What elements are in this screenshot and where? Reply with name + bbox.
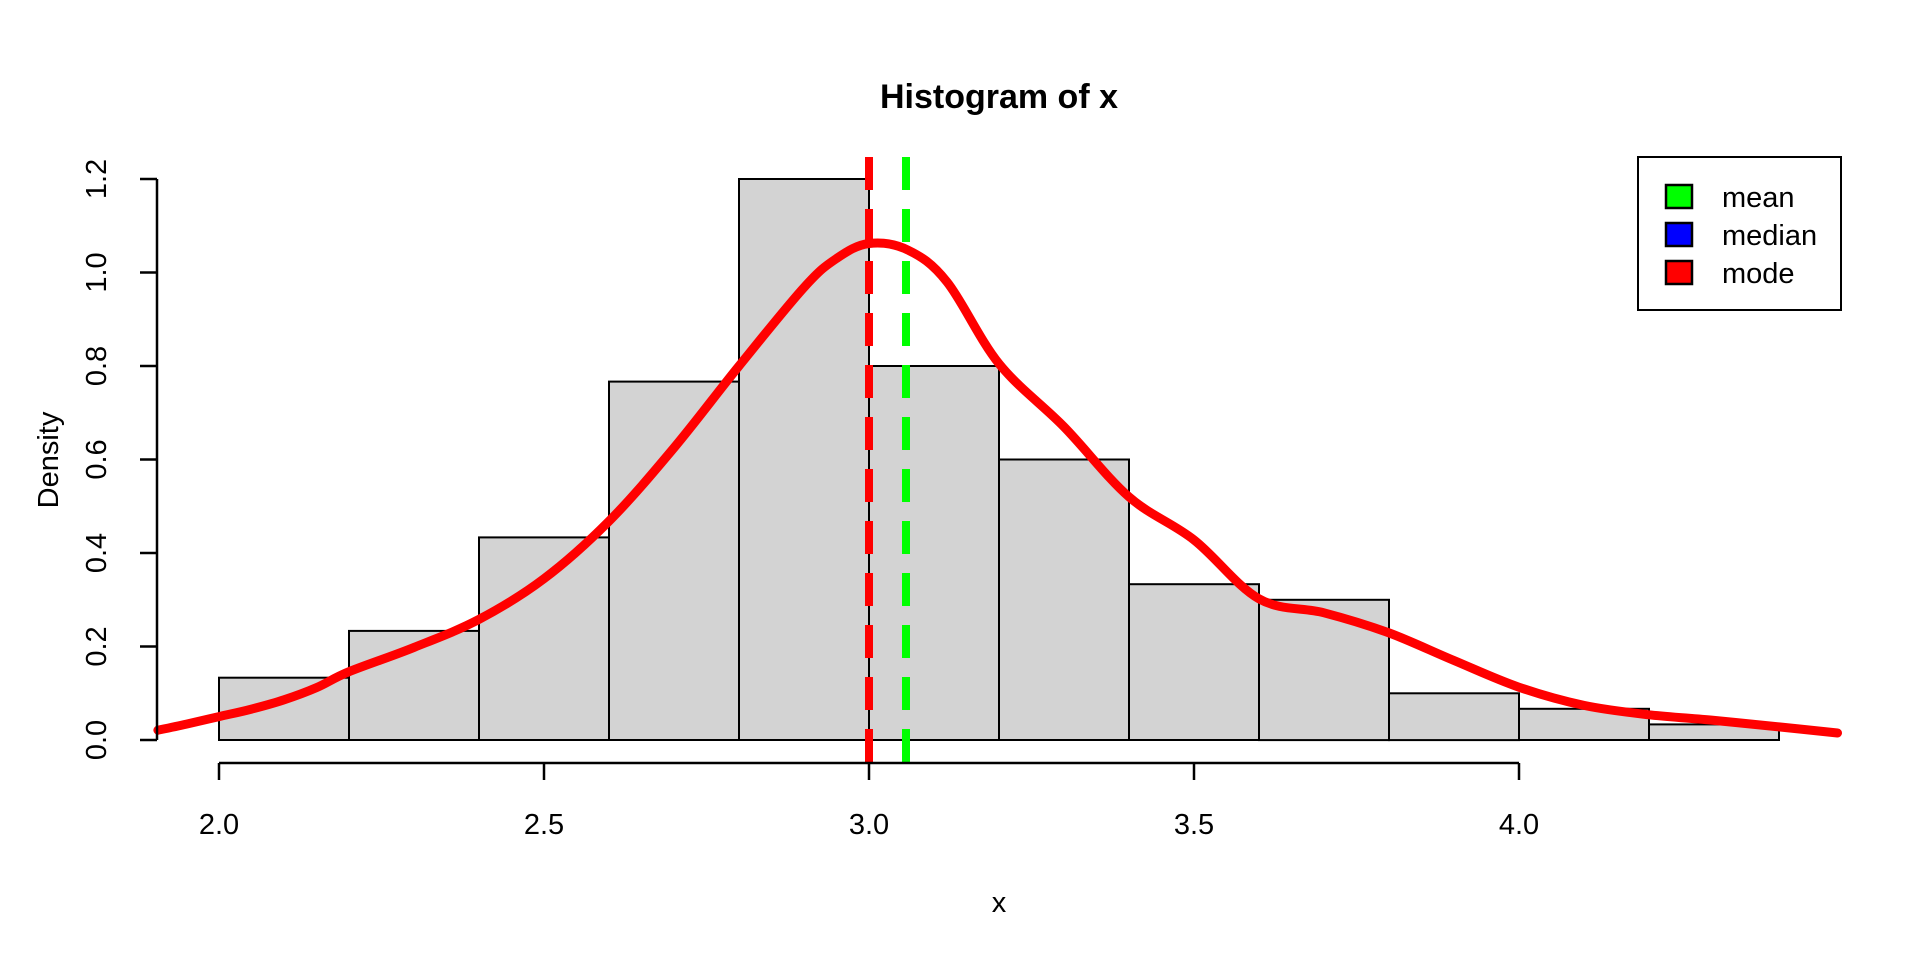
- y-axis-layer: 0.0 0.2 0.4 0.6 0.8 1.0 1.2: [81, 159, 159, 760]
- x-axis-tick-label: 4.0: [1499, 809, 1539, 841]
- x-axis-tick-label: 3.0: [849, 809, 889, 841]
- histogram-bar: [478, 536, 610, 742]
- y-axis-tick-label: 1.0: [81, 252, 113, 292]
- density-curve: [153, 238, 1842, 738]
- histogram-bar: [1128, 583, 1260, 742]
- y-axis-tick-label: 0.2: [81, 626, 113, 666]
- histogram-bar: [868, 365, 1000, 741]
- y-axis-title: Density: [33, 411, 65, 508]
- y-axis-tick-label: 1.2: [81, 159, 113, 199]
- legend-label-mode: mode: [1722, 258, 1795, 290]
- y-axis-tick-label: 0.8: [81, 346, 113, 386]
- x-axis-tick-label: 2.5: [524, 809, 564, 841]
- histogram-bar: [1388, 692, 1520, 742]
- legend-layer: mean median mode: [1637, 156, 1842, 311]
- histogram-bar: [608, 380, 740, 741]
- y-axis-tick-label: 0.0: [81, 720, 113, 760]
- legend-swatch-mode: [1664, 259, 1694, 286]
- histogram-bar: [1258, 598, 1390, 742]
- histogram-bar: [998, 458, 1130, 741]
- legend-label-median: median: [1722, 220, 1817, 252]
- legend-label-mean: mean: [1722, 182, 1795, 214]
- chart-title: Histogram of x: [880, 78, 1118, 116]
- legend-swatch-median: [1664, 221, 1694, 248]
- x-axis-tick-label: 2.0: [199, 809, 239, 841]
- histogram-bar: [738, 178, 870, 741]
- x-axis-tick-label: 3.5: [1174, 809, 1214, 841]
- x-axis-layer: 2.0 2.5 3.0 3.5 4.0: [199, 761, 1539, 841]
- y-axis-tick-label: 0.6: [81, 439, 113, 479]
- y-axis-tick-label: 0.4: [81, 533, 113, 573]
- legend-swatch-mean: [1664, 183, 1694, 210]
- histogram-bars-layer: [218, 178, 1780, 742]
- density-curve-layer: [153, 238, 1842, 738]
- x-axis-title: x: [992, 887, 1007, 919]
